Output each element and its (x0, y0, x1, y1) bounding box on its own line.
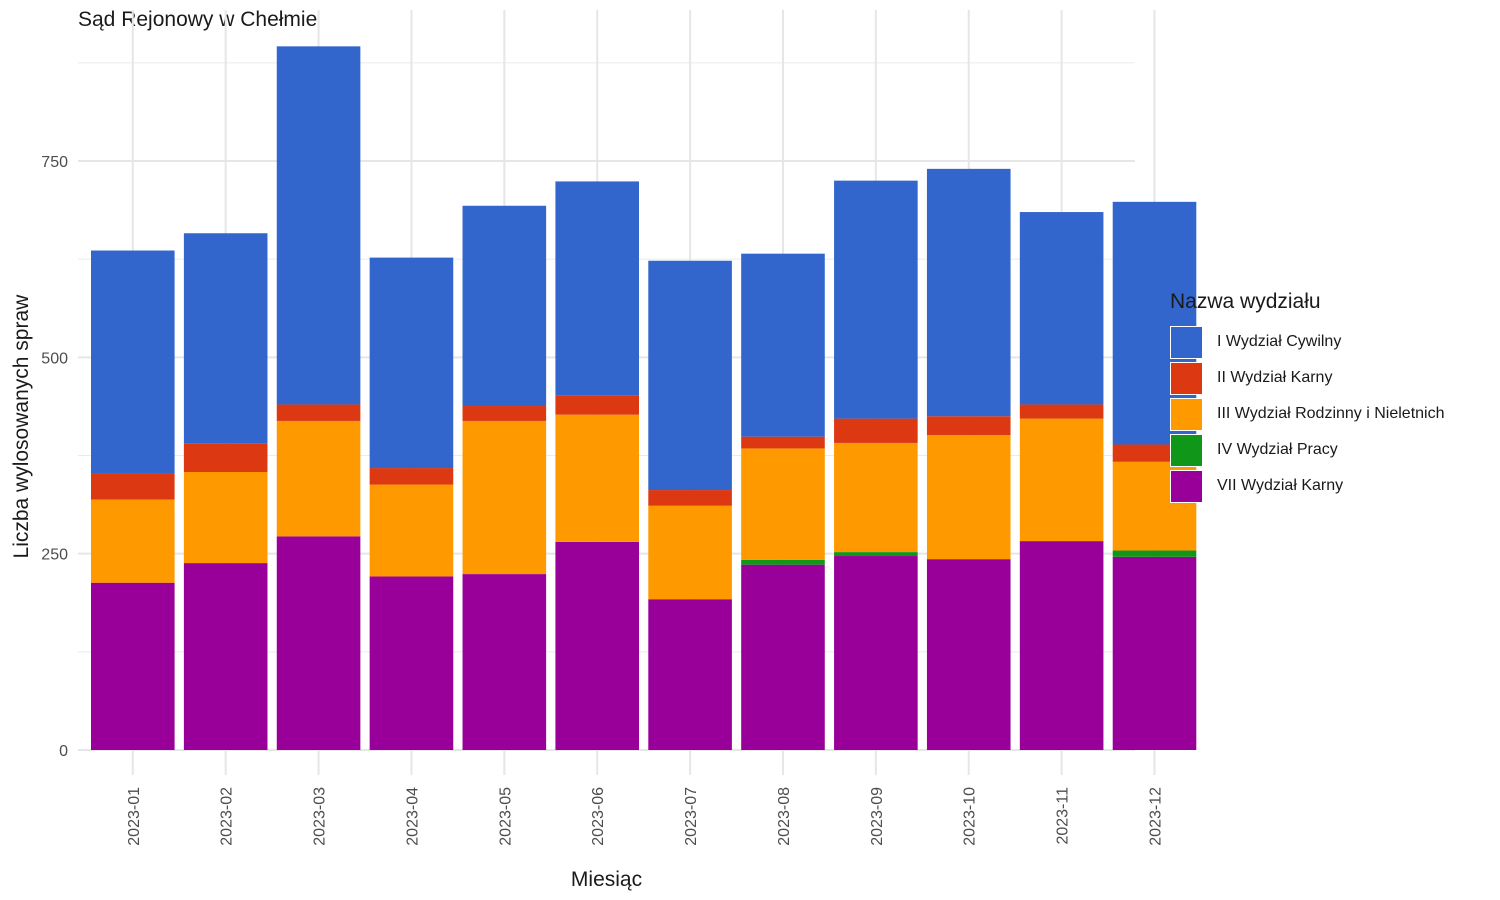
legend-item: VII Wydział Karny (1170, 468, 1445, 504)
bar-segment (462, 574, 547, 750)
bar-segment (462, 420, 547, 575)
bar-segment (369, 576, 454, 750)
bar-segment (276, 420, 361, 537)
legend-label: I Wydział Cywilny (1217, 333, 1342, 350)
x-tick-label: 2023-02 (219, 787, 236, 846)
bar-segment (741, 448, 825, 560)
x-tick-label: 2023-12 (1148, 787, 1165, 846)
legend-swatch (1170, 433, 1203, 467)
bar-segment (1019, 404, 1104, 419)
bar-segment (183, 233, 268, 444)
bar-segment (926, 168, 1011, 417)
legend-swatch (1170, 397, 1203, 431)
bar-segment (648, 490, 732, 506)
bar-segment (555, 414, 640, 542)
bar-segment (741, 559, 825, 565)
legend-swatch (1170, 325, 1203, 359)
x-tick-label: 2023-05 (497, 787, 514, 846)
bar-segment (926, 435, 1011, 560)
bar-segment (276, 404, 361, 421)
x-tick-label: 2023-07 (683, 787, 700, 846)
bar-segment (741, 564, 825, 750)
legend-swatch (1170, 361, 1203, 395)
bar-segment (834, 552, 918, 557)
bar-segment (834, 442, 918, 553)
y-tick-label: 500 (41, 350, 68, 367)
bar-segment (183, 471, 268, 564)
y-axis-title: Liczba wylosowanych spraw (10, 294, 33, 559)
bar-segment (369, 468, 454, 485)
bar-segment (369, 484, 454, 577)
bar-segment (834, 418, 918, 443)
bar-segment (91, 473, 175, 500)
bar-segment (91, 250, 175, 474)
legend-label: VII Wydział Karny (1217, 477, 1344, 494)
x-tick-label: 2023-03 (312, 787, 329, 846)
bar-segment (183, 563, 268, 750)
legend: Nazwa wydziału I Wydział Cywilny II Wydzi… (1170, 290, 1445, 504)
legend-label: IV Wydział Pracy (1217, 441, 1338, 458)
bar-segment (741, 253, 825, 437)
bar-segment (462, 205, 547, 407)
bar-segment (648, 505, 732, 600)
legend-label: II Wydział Karny (1217, 369, 1333, 386)
x-tick-label: 2023-09 (869, 787, 886, 846)
x-tick-label: 2023-08 (776, 787, 793, 846)
bar-segment (741, 436, 825, 449)
bar-segment (369, 257, 454, 469)
legend-item: IV Wydział Pracy (1170, 432, 1445, 468)
bar-segment (555, 541, 640, 750)
bar-segment (555, 181, 640, 396)
chart-title: Sąd Rejonowy w Chełmie (78, 8, 318, 31)
bar-segment (834, 556, 918, 750)
bar-segment (462, 406, 547, 421)
bar-segment (91, 499, 175, 583)
x-tick-label: 2023-10 (962, 787, 979, 846)
y-tick-label: 0 (59, 743, 68, 760)
legend-title: Nazwa wydziału (1170, 290, 1321, 313)
bar-segment (926, 559, 1011, 750)
y-tick-label: 250 (41, 547, 68, 564)
bar-segment (648, 599, 732, 750)
bar-segment (926, 416, 1011, 436)
bar-segment (834, 180, 918, 419)
bar-segment (183, 443, 268, 472)
x-tick-label: 2023-06 (590, 787, 607, 846)
bar-segment (276, 46, 361, 405)
bar-segment (1112, 556, 1197, 750)
x-axis-title: Miesiąc (571, 868, 642, 891)
bar-segment (1019, 418, 1104, 542)
legend-item: II Wydział Karny (1170, 360, 1445, 396)
bar-segment (91, 582, 175, 750)
bar-segment (1112, 550, 1197, 557)
legend-item: I Wydział Cywilny (1170, 324, 1445, 360)
bar-segment (555, 395, 640, 415)
bar-segment (276, 536, 361, 750)
bar-segment (1019, 541, 1104, 750)
x-tick-label: 2023-11 (1055, 787, 1072, 845)
x-tick-label: 2023-01 (126, 787, 143, 846)
legend-swatch (1170, 469, 1203, 503)
y-tick-label: 750 (41, 154, 68, 171)
bar-segment (648, 260, 732, 491)
legend-item: III Wydział Rodzinny i Nieletnich (1170, 396, 1445, 432)
bar-segment (1019, 212, 1104, 405)
legend-label: III Wydział Rodzinny i Nieletnich (1217, 405, 1445, 422)
x-tick-label: 2023-04 (404, 787, 421, 846)
